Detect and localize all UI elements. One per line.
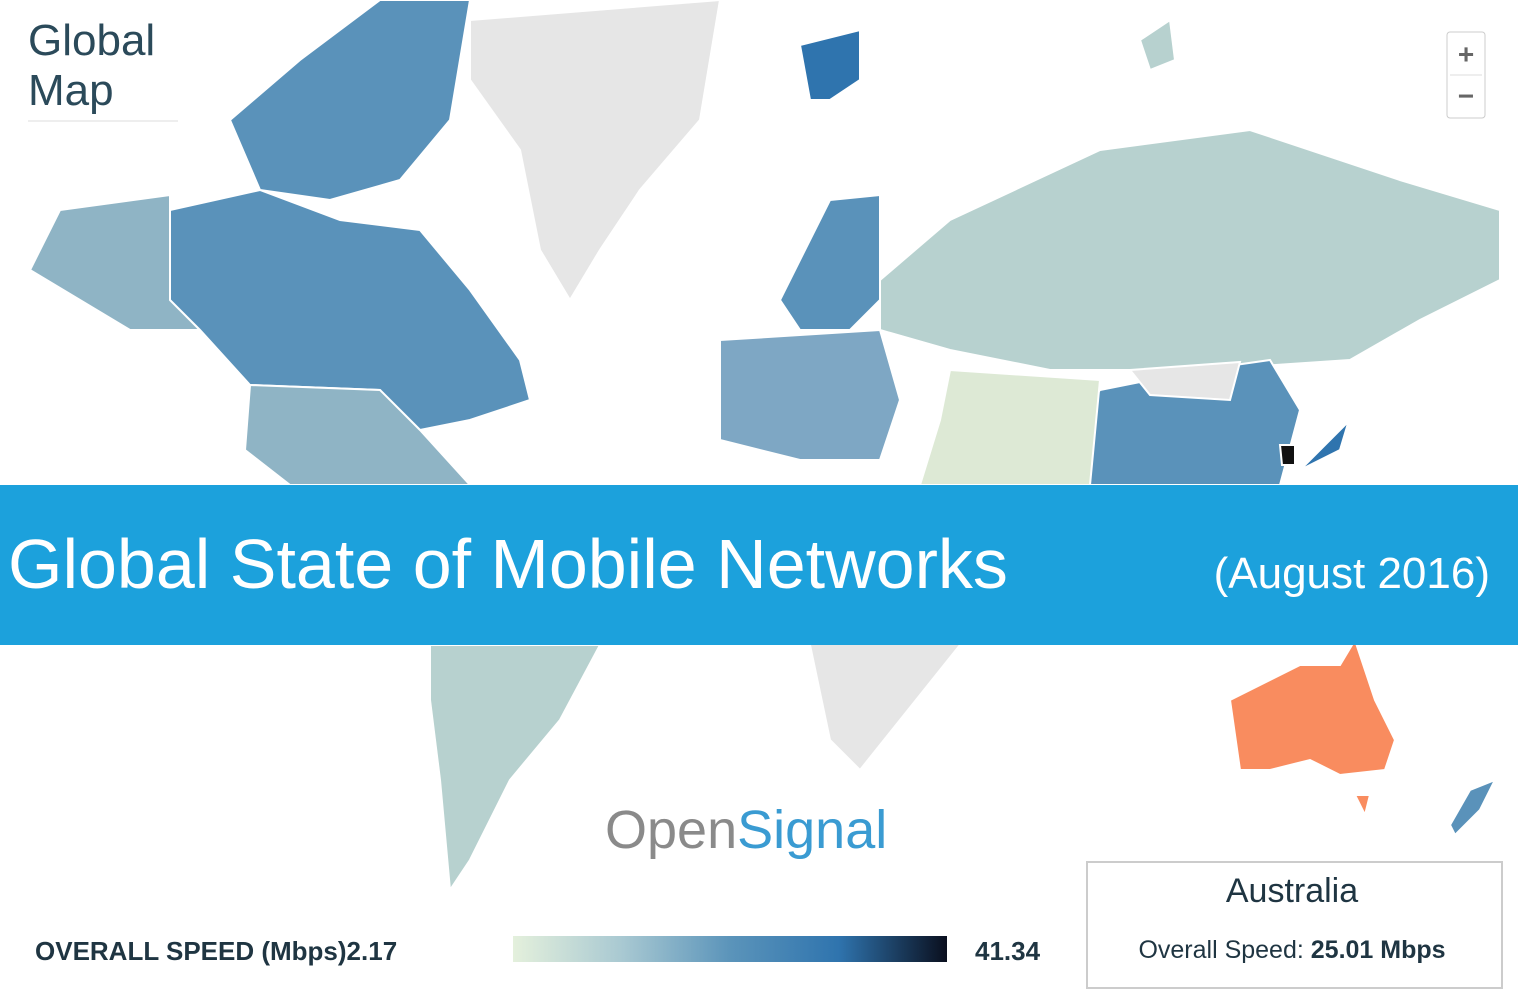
zoom-out[interactable]: − (1458, 80, 1474, 111)
banner-title: Global State of Mobile Networks (8, 525, 1008, 603)
tooltip-label: Overall Speed: (1138, 936, 1303, 964)
legend-gradient (513, 936, 947, 962)
tooltip-value: 25.01 Mbps (1311, 936, 1446, 964)
tooltip (1086, 861, 1503, 989)
logo-open: Open (605, 800, 737, 860)
zoom-in[interactable]: + (1458, 38, 1474, 69)
legend-label: OVERALL SPEED (Mbps) (35, 936, 347, 966)
legend-max: 41.34 (975, 936, 1041, 966)
legend-min: 2.17 (347, 936, 398, 966)
land-masses (28, 0, 1501, 893)
banner (0, 485, 1518, 645)
logo: OpenSignal (605, 800, 887, 860)
map-title: Global Map (28, 16, 178, 122)
banner-subtitle: (August 2016) (1214, 549, 1490, 598)
logo-signal: Signal (737, 800, 887, 860)
zoom-control: + − (1446, 31, 1486, 119)
tooltip-country: Australia (1226, 872, 1358, 910)
legend-text: OVERALL SPEED (Mbps)2.17 (35, 936, 397, 966)
tooltip-line: Overall Speed: 25.01 Mbps (1138, 936, 1445, 964)
